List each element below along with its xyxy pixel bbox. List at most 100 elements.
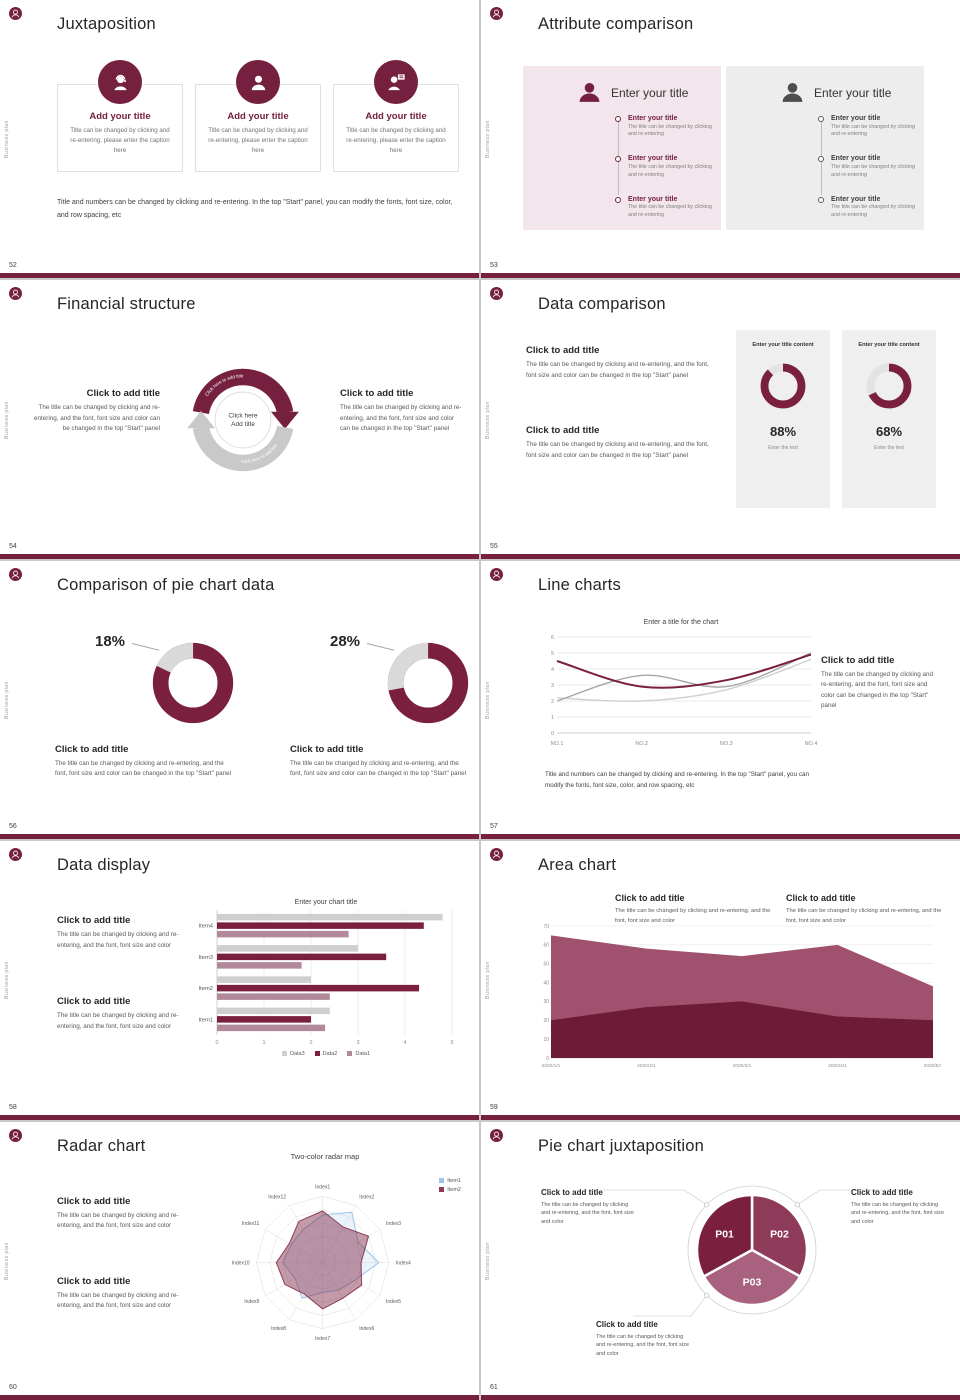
- item-title[interactable]: Add your title: [89, 111, 151, 122]
- item-title[interactable]: Add your title: [365, 111, 427, 122]
- slide-side-text: Business plan: [4, 681, 10, 719]
- slide-title: Data display: [57, 856, 151, 875]
- person-icon: [579, 83, 600, 102]
- bar-chart[interactable]: 0 1 2 3 4 5 Item4 Item3 Item2 Item1: [190, 908, 462, 1048]
- timeline-entry: Enter your title The title can be change…: [818, 195, 915, 220]
- panel-heading[interactable]: Enter your title: [611, 85, 689, 100]
- timeline-entry: Enter your title The title can be change…: [615, 115, 712, 139]
- slide-footer-bar: [481, 553, 960, 559]
- block-title[interactable]: Click to add title: [615, 893, 685, 904]
- svg-text:Item4: Item4: [199, 924, 214, 930]
- block-title[interactable]: Click to add title: [526, 345, 600, 357]
- svg-text:5: 5: [551, 651, 554, 657]
- block-title[interactable]: Click to add title: [526, 425, 600, 437]
- svg-text:50: 50: [543, 962, 549, 968]
- block-title[interactable]: Click to add title: [57, 996, 131, 1008]
- person-badge: [236, 60, 280, 104]
- entry-title[interactable]: Enter your title: [628, 155, 678, 163]
- slide-56[interactable]: Business plan Comparison of pie chart da…: [0, 560, 479, 840]
- block-title[interactable]: Click to add title: [851, 1187, 913, 1197]
- entry-title[interactable]: Enter your title: [628, 115, 678, 122]
- svg-text:P01: P01: [715, 1228, 734, 1240]
- stat-card[interactable]: Enter your title content 88% Enter the t…: [736, 330, 830, 509]
- entry-title[interactable]: Enter your title: [831, 115, 881, 122]
- block-title[interactable]: Click to add title: [57, 1275, 131, 1287]
- slide-53[interactable]: Business plan Attribute comparison Enter…: [481, 0, 960, 279]
- card-footer: Enter the text: [874, 445, 904, 452]
- slide-60[interactable]: Business plan Radar chart Two-color rada…: [0, 1121, 479, 1400]
- slide-number: 52: [9, 262, 17, 270]
- block-body: The title can be changed by clicking and…: [57, 1012, 179, 1030]
- slide-footer-bar: [0, 553, 479, 559]
- entry-title[interactable]: Enter your title: [628, 195, 678, 203]
- comparison-panel-left[interactable]: Enter your title Enter your title The ti…: [523, 66, 721, 230]
- entry-title[interactable]: Enter your title: [831, 155, 881, 163]
- svg-text:Add title: Add title: [231, 421, 255, 428]
- legend-label: Data2: [322, 1051, 338, 1058]
- block-title[interactable]: Click to add title: [57, 915, 131, 927]
- donut-chart-28[interactable]: [379, 634, 477, 732]
- block-title[interactable]: Click to add title: [596, 1319, 658, 1329]
- entry-title[interactable]: Enter your title: [831, 195, 881, 203]
- line-chart[interactable]: 0 1 2 3 4 5 6 NO.1 NO.2 NO.3 NO.4: [541, 629, 821, 749]
- text-block-left: Click to add title The title can be chan…: [28, 388, 160, 434]
- svg-text:Index5: Index5: [386, 1299, 401, 1305]
- svg-text:4: 4: [403, 1040, 406, 1046]
- slide-number: 60: [9, 1383, 17, 1391]
- radar-chart[interactable]: Index1 Index2 Index3 Index4 Index5 Index6 Inde…: [208, 1166, 442, 1376]
- university-logo-icon: [9, 287, 22, 301]
- slide-52[interactable]: Business plan Juxtaposition Add your tit…: [0, 0, 479, 279]
- juxtaposition-item[interactable]: Add your title Title can be changed by c…: [333, 60, 459, 172]
- slide-footer-bar: [481, 273, 960, 279]
- block-title[interactable]: Click to add title: [541, 1187, 603, 1197]
- bar-chart-area: Enter your chart title 0 1 2 3 4 5 Item4 Item3 I…: [190, 899, 462, 1057]
- text-block: Click to add title The title can be chan…: [57, 1196, 183, 1232]
- text-block: Click to add title The title can be chan…: [526, 345, 718, 381]
- chart-title: Enter a title for the chart: [643, 618, 719, 626]
- person-icon: [782, 83, 803, 102]
- comparison-panel-right[interactable]: Enter your title Enter your title The ti…: [726, 66, 924, 230]
- panel-heading[interactable]: Enter your title: [814, 85, 892, 100]
- timeline: Enter your title The title can be change…: [818, 115, 915, 220]
- donut-chart-88[interactable]: [755, 358, 811, 414]
- slide-title: Line charts: [538, 575, 621, 594]
- donut-chart-18[interactable]: [144, 634, 242, 732]
- block-title[interactable]: Click to add title: [55, 743, 129, 755]
- slide-61[interactable]: Business plan Pie chart juxtaposition P0…: [481, 1121, 960, 1400]
- svg-text:3: 3: [551, 683, 554, 689]
- entry-caption: The title can be changed by clicking and…: [831, 123, 915, 138]
- slide-title: Financial structure: [57, 295, 196, 314]
- legend-label: Data3: [289, 1051, 305, 1058]
- block-body: The title can be changed by clicking and…: [615, 908, 771, 924]
- slide-54[interactable]: Business plan Financial structure Click …: [0, 280, 479, 559]
- legend-label: Item2: [447, 1186, 461, 1193]
- stat-card[interactable]: Enter your title content 68% Enter the t…: [842, 330, 936, 509]
- slide-58[interactable]: Business plan Data display Click to add …: [0, 841, 479, 1120]
- slide-number: 58: [9, 1103, 17, 1111]
- slide-59[interactable]: Business plan Area chart Click to add ti…: [481, 841, 960, 1120]
- juxtaposition-item[interactable]: Add your title Title can be changed by c…: [195, 60, 321, 172]
- block-body: The title can be changed by clicking and…: [526, 361, 709, 379]
- svg-text:Index8: Index8: [271, 1326, 286, 1332]
- block-title[interactable]: Click to add title: [821, 654, 895, 666]
- block-title[interactable]: Click to add title: [290, 743, 364, 755]
- block-title[interactable]: Click to add title: [786, 893, 856, 904]
- chart-title: Enter your chart title: [294, 899, 358, 907]
- block-title[interactable]: Click to add title: [340, 388, 414, 400]
- juxtaposition-item[interactable]: Add your title Title can be changed by c…: [57, 60, 183, 172]
- block-body: The title can be changed by clicking and…: [596, 1333, 689, 1358]
- block-title[interactable]: Click to add title: [86, 388, 160, 400]
- area-chart[interactable]: 0 10 20 30 40 50 60 70 2020/1/1 2020/2/1 2020/3/1 2…: [533, 921, 941, 1071]
- block-body: The title can be changed by clicking and…: [340, 404, 462, 433]
- university-logo-icon: [490, 287, 503, 301]
- slide-57[interactable]: Business plan Line charts Enter a title …: [481, 560, 960, 840]
- chart-legend: Data3 Data2 Data1: [190, 1051, 462, 1057]
- block-title[interactable]: Click to add title: [57, 1195, 131, 1207]
- block-body: The title can be changed by clicking and…: [526, 441, 709, 459]
- item-title[interactable]: Add your title: [227, 111, 289, 122]
- slide-55[interactable]: Business plan Data comparison Click to a…: [481, 280, 960, 559]
- pie-chart[interactable]: P02 P03 P01: [599, 1172, 909, 1342]
- donut-chart-68[interactable]: [861, 358, 917, 414]
